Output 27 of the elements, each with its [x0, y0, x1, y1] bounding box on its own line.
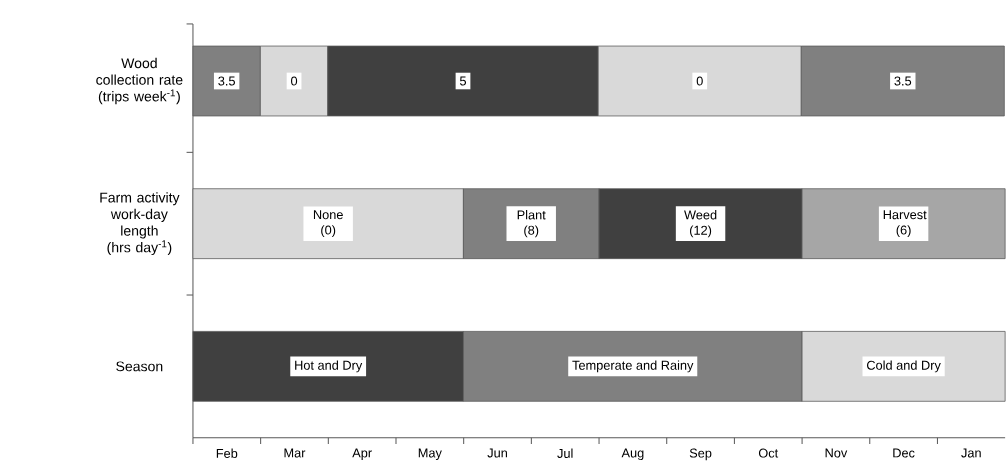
text: Aug: [621, 448, 644, 460]
annotation: Cold and Dry: [866, 360, 941, 373]
annotation: Plant (8): [517, 210, 546, 238]
annotation: Harvest (6): [883, 210, 927, 238]
y-tick-label: Wood collection rate (trips week$^{-1}$): [96, 57, 183, 105]
text: May: [418, 448, 442, 460]
annotation: None (0): [313, 210, 343, 238]
text: Dec: [893, 448, 915, 458]
text: Sep: [689, 448, 712, 461]
text: Jun: [487, 448, 507, 458]
text: Mar: [284, 448, 306, 458]
y-tick-label: Farm activity work-day length (hrs day$^{-1}$): [100, 192, 180, 256]
text: Jan: [961, 448, 981, 458]
annotation: 0: [696, 76, 703, 86]
annotation: Temperate and Rainy: [572, 360, 694, 373]
annotation: 0: [291, 76, 298, 86]
annotation: 5: [459, 76, 467, 86]
text: Apr: [352, 448, 372, 460]
y-tick-label: Season: [116, 361, 163, 372]
text: Nov: [825, 448, 848, 458]
annotation: Hot and Dry: [295, 360, 363, 373]
annotation: 3.5: [218, 76, 235, 86]
text: Oct: [758, 448, 779, 458]
annotation: Weed (12): [684, 210, 717, 238]
text: Feb: [216, 448, 238, 458]
text: Jul: [557, 448, 573, 458]
annotation: 3.5: [894, 76, 912, 86]
